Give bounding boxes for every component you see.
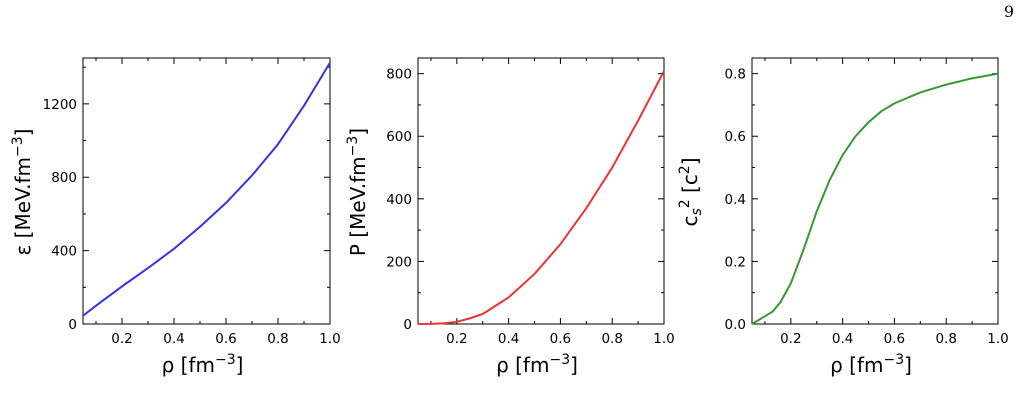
x-tick-label: 0.8 [601, 331, 622, 347]
y-tick-label: 0.8 [725, 67, 746, 83]
x-tick-label: 1.0 [653, 331, 674, 347]
y-tick-label: 0.2 [725, 254, 746, 270]
plot-frame [751, 57, 999, 325]
x-tick-label: 0.6 [550, 331, 571, 347]
x-tick-label: 1.0 [987, 331, 1008, 347]
y-axis-label: ε [MeV.fm−3] [10, 129, 35, 256]
y-tick-label: 0.0 [725, 317, 746, 333]
panel-sound-speed: 0.2 0.4 0.6 0.8 1.0 0.0 0.2 0.4 0.6 0.8 ρ [fm−3] cs… [677, 57, 1009, 377]
x-tick-label: 0.4 [498, 331, 519, 347]
y-tick-label: 0.4 [725, 192, 746, 208]
series-line [82, 62, 331, 317]
series-line [417, 70, 665, 325]
y-tick-label: 600 [386, 129, 412, 145]
x-axis-label: ρ [fm−3] [830, 352, 912, 377]
y-tick-label: 400 [386, 192, 412, 208]
series-line [751, 72, 999, 325]
x-tick-label: 0.2 [446, 331, 467, 347]
x-tick-label: 0.8 [935, 331, 956, 347]
x-tick-label: 0.8 [267, 331, 288, 347]
x-tick-label: 0.4 [163, 331, 184, 347]
x-tick-label: 1.0 [319, 331, 340, 347]
plot-frame [417, 57, 665, 325]
x-axis-label: ρ [fm−3] [496, 352, 578, 377]
y-tick-label: 200 [386, 254, 412, 270]
x-tick-label: 0.2 [780, 331, 801, 347]
x-tick-label: 0.6 [884, 331, 905, 347]
y-axis-label: P [MeV.fm−3] [345, 128, 370, 256]
panel-energy-density: 0.2 0.4 0.6 0.8 1.0 0 400 800 1200 ρ [fm−3] ε [MeV… [10, 57, 341, 377]
y-tick-label: 0 [68, 317, 77, 333]
y-tick-label: 0.6 [725, 129, 746, 145]
y-tick-label: 800 [386, 67, 412, 83]
x-tick-label: 0.2 [111, 331, 132, 347]
x-tick-label: 0.6 [215, 331, 236, 347]
y-tick-label: 400 [51, 244, 77, 260]
y-tick-label: 800 [51, 170, 77, 186]
panel-pressure: 0.2 0.4 0.6 0.8 1.0 0 200 400 600 800 ρ [fm−3] P [M… [345, 57, 675, 377]
page-number: 9 [1003, 2, 1014, 21]
y-tick-label: 0 [403, 317, 412, 333]
plot-frame [82, 57, 331, 325]
y-tick-label: 1200 [43, 97, 77, 113]
x-axis-label: ρ [fm−3] [162, 352, 244, 377]
y-axis-label: cs2 [c2] [677, 157, 705, 226]
x-tick-label: 0.4 [832, 331, 853, 347]
